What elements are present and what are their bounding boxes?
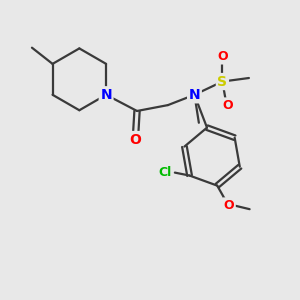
Text: N: N (189, 88, 200, 102)
Text: O: O (130, 133, 142, 146)
Text: O: O (222, 99, 233, 112)
Text: N: N (100, 88, 112, 102)
Text: Cl: Cl (158, 166, 172, 179)
Text: O: O (217, 50, 228, 63)
Text: O: O (224, 199, 234, 212)
Text: S: S (218, 74, 227, 88)
